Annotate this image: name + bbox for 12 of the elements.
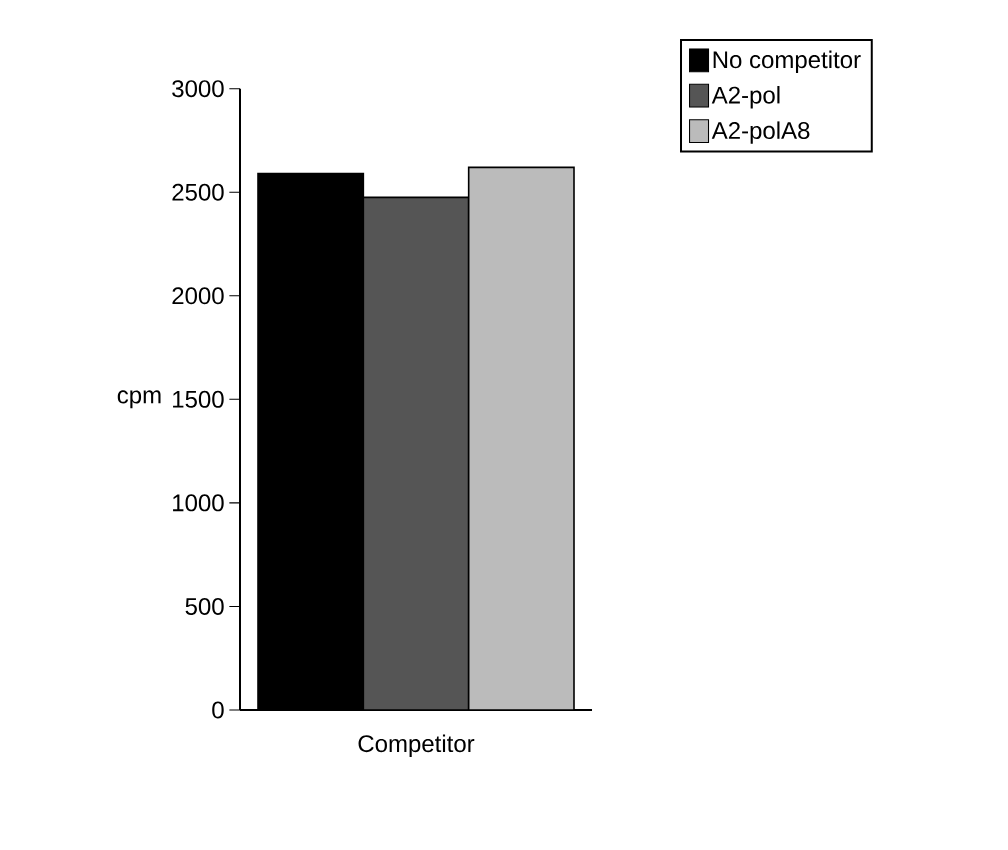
x-axis-title: Competitor [358,734,475,757]
y-axis-title: cpm [117,390,161,409]
legend-label: A2-pol [711,86,780,109]
y-tick-label: 2000 [172,287,224,305]
y-tick-label: 3000 [172,80,224,98]
y-tick-label: 2500 [172,183,224,201]
y-tick-label: 1000 [173,494,224,512]
legend-label: A2-polA8 [711,121,810,144]
y-tick-label: 500 [185,597,224,615]
y-tick-label: 0 [212,701,224,719]
legend-label: No competitor [713,50,861,73]
y-tick-label: 1500 [173,390,224,408]
